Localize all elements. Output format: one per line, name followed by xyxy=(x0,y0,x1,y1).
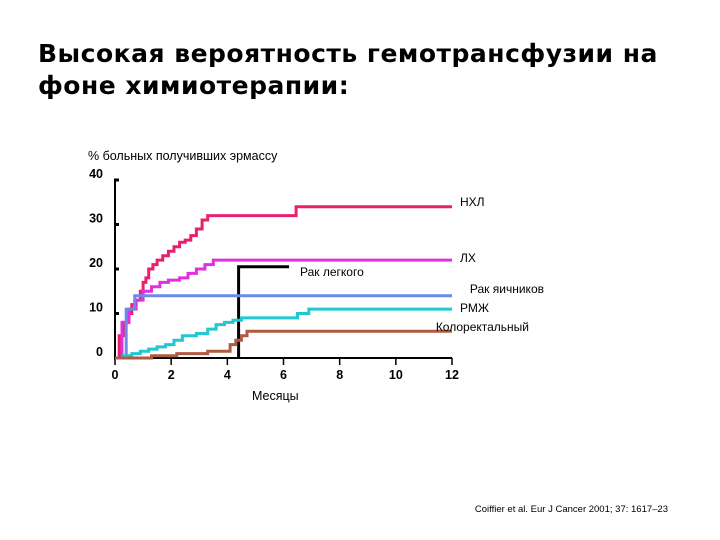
series-label-2: Рак легкого xyxy=(300,265,364,279)
x-tick-label: 4 xyxy=(224,368,231,382)
x-tick-label: 12 xyxy=(445,368,459,382)
citation: Coiffier et al. Eur J Cancer 2001; 37: 1… xyxy=(474,504,668,515)
x-tick-label: 2 xyxy=(168,368,175,382)
series-label-0: НХЛ xyxy=(460,195,485,209)
series-label-1: ЛХ xyxy=(460,251,476,265)
series-line-2 xyxy=(237,265,290,358)
y-tick-label: 30 xyxy=(89,212,103,226)
y-tick-label: 40 xyxy=(89,167,103,181)
x-tick-label: 6 xyxy=(280,368,287,382)
x-axis-label: Месяцы xyxy=(252,389,299,403)
x-tick-label: 0 xyxy=(112,368,119,382)
series-line-3 xyxy=(115,294,452,360)
y-tick-label: 20 xyxy=(89,256,103,270)
slide-title: Высокая вероятность гемотрансфузии на фо… xyxy=(38,39,658,100)
y-axis-label: % больных получивших эрмассу xyxy=(88,149,278,163)
x-tick-label: 10 xyxy=(389,368,403,382)
series-line-5 xyxy=(115,329,452,360)
series-line-4 xyxy=(115,307,452,360)
series-label-3: Рак яичников xyxy=(470,282,544,296)
series-label-4: РМЖ xyxy=(460,301,489,315)
series-label-5: Колоректальный xyxy=(436,320,529,334)
y-tick-label: 0 xyxy=(96,345,103,359)
y-tick-label: 10 xyxy=(89,301,103,315)
x-tick-label: 8 xyxy=(336,368,343,382)
